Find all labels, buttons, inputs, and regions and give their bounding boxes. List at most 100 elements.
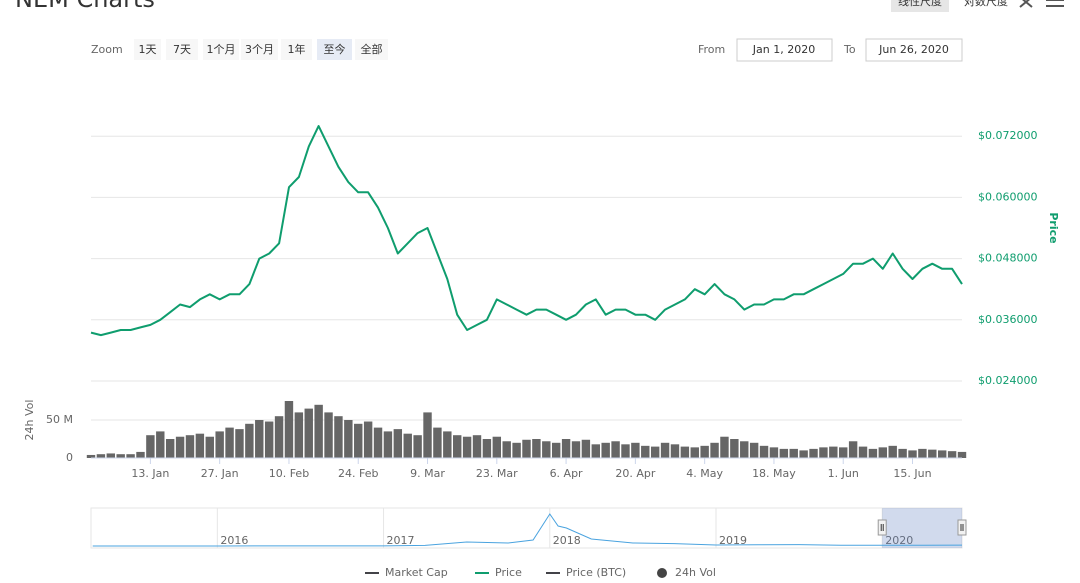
zoom-button-label[interactable]: 至今 [324,42,346,56]
volume-bar [631,442,640,458]
volume-bar [284,401,294,458]
zoom-button[interactable] [281,39,312,60]
from-input[interactable] [736,38,833,62]
volume-bar [146,435,155,458]
volume-bar [670,444,680,458]
zoom-button[interactable] [317,39,352,60]
zoom-button-label[interactable]: 3个月 [245,43,274,56]
volume-bar [136,451,145,458]
volume-bar [383,431,393,458]
x-tick-label: 27. Jan [201,467,239,480]
volume-bar [403,433,412,458]
x-tick-label: 15. Jun [893,467,931,480]
legend-label[interactable]: Price (BTC) [566,566,626,579]
zoom-button-label[interactable]: 1年 [288,42,306,56]
navigator-handle[interactable] [957,519,967,536]
legend-label[interactable]: Price [495,566,522,579]
volume-bar [304,408,313,458]
volume-bar [759,445,769,458]
volume-bar [690,447,699,458]
zoom-button-label[interactable]: 7天 [173,43,191,56]
volume-bar [255,420,264,458]
close-icon[interactable] [1019,0,1033,8]
volume-bar [928,449,937,458]
zoom-label: Zoom [91,43,123,56]
navigator-handle[interactable] [877,519,887,536]
zoom-button[interactable] [166,39,198,60]
zoom-button[interactable] [241,39,278,60]
volume-bar [264,421,274,458]
x-tick-label: 13. Jan [131,467,169,480]
y2-axis-title: 24h Vol [23,400,36,441]
from-label: From [698,43,725,56]
x-tick-label: 23. Mar [476,467,518,480]
volume-bar [363,421,373,458]
volume-bar [551,442,561,458]
volume-bar [591,444,600,458]
scale-button[interactable] [957,0,1015,12]
volume-bar [641,445,650,458]
x-tick-label: 10. Feb [269,467,309,480]
volume-bar [611,441,620,458]
volume-bar [344,420,353,458]
navigator-tick-label: 2016 [220,534,248,547]
volume-bar [205,436,214,458]
volume-bar [324,412,333,458]
volume-bar [393,429,403,458]
price-line [90,125,963,337]
volume-bar [809,448,818,458]
volume-bar [245,423,254,458]
scale-button[interactable] [891,0,949,12]
volume-bar [215,431,224,458]
x-tick-label: 9. Mar [410,467,445,480]
y-tick-label: $0.036000 [978,313,1038,326]
volume-bar [660,442,670,458]
volume-bar [532,439,541,458]
volume-bar [482,439,492,458]
volume-bar [947,451,957,458]
volume-bar [472,435,482,458]
volume-bar [621,444,630,458]
zoom-button-label[interactable]: 全部 [361,42,383,56]
legend-symbol [657,568,667,578]
volume-bar [462,436,472,458]
x-tick-label: 1. Jun [828,467,859,480]
volume-bar [700,445,709,458]
x-tick-label: 24. Feb [338,467,378,480]
navigator-tick-label: 2019 [719,534,747,547]
zoom-button[interactable] [355,39,388,60]
volume-bar [918,448,927,458]
navigator-selection [882,508,962,548]
zoom-button-label[interactable]: 1个月 [207,43,236,56]
volume-bar [225,427,234,458]
volume-bar [720,436,729,458]
to-input[interactable] [865,38,963,62]
zoom-button-label[interactable]: 1天 [139,43,157,56]
volume-bar [571,441,581,458]
volume-bar [898,448,907,458]
volume-bar [779,448,789,458]
volume-bar [868,448,878,458]
menu-icon[interactable] [1046,0,1064,7]
volume-bar [314,404,323,458]
zoom-button[interactable] [203,39,239,60]
volume-bar [106,453,116,458]
volume-bar [888,445,897,458]
zoom-button[interactable] [134,39,161,60]
volume-bar [858,446,868,458]
legend-label[interactable]: 24h Vol [675,566,716,579]
volume-bar [839,447,848,458]
x-tick-label: 20. Apr [615,467,655,480]
legend-label[interactable]: Market Cap [385,566,448,579]
volume-bar [116,454,125,458]
volume-bar [512,442,521,458]
to-label: To [843,43,856,56]
y-tick-label: $0.060000 [978,190,1038,203]
scale-button-label[interactable]: 对数尺度 [964,0,1008,8]
volume-bar [829,446,838,458]
scale-button-label[interactable]: 线性尺度 [898,0,942,8]
volume-bar [740,441,749,458]
y-tick-label: $0.024000 [978,374,1038,387]
x-tick-label: 6. Apr [550,467,583,480]
navigator-tick-label: 2020 [885,534,913,547]
